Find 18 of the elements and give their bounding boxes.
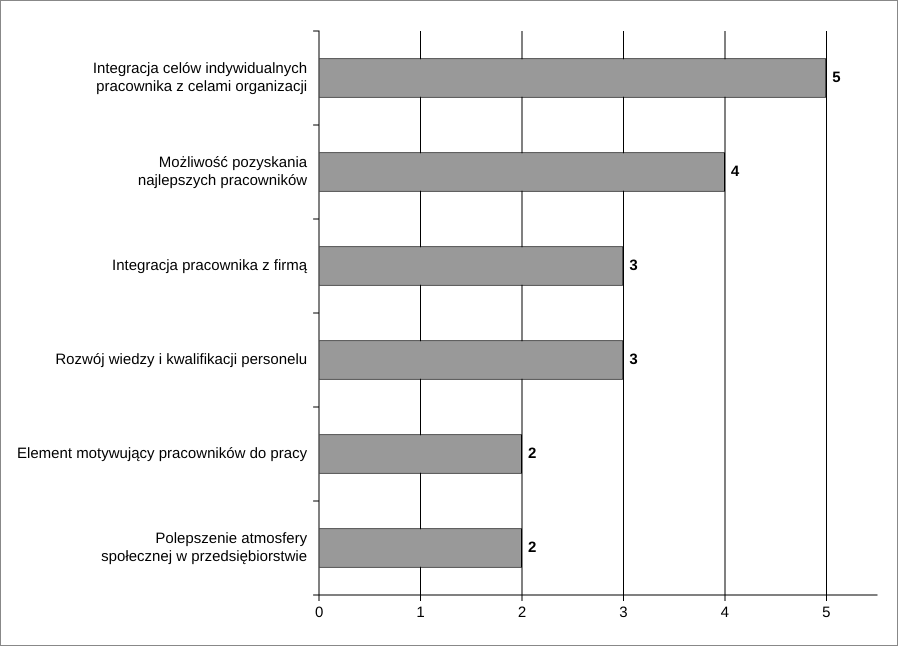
data-label: 4	[730, 163, 740, 180]
x-tick-label: 3	[619, 604, 628, 622]
x-tick-label: 0	[314, 604, 324, 622]
y-tick-label: Integracja pracownika z firmą	[112, 257, 308, 274]
data-label: 3	[629, 351, 638, 368]
y-tick-label: Polepszenie atmosfery społecznej w przedsiębiorstwie	[101, 530, 308, 566]
data-label: 5	[832, 69, 841, 86]
x-tick-label: 4	[720, 604, 730, 622]
data-label: 2	[528, 539, 536, 556]
y-tick-label: Integracja celów indywidualnych pracownika z celami organizacji	[92, 60, 308, 96]
x-tick-label: 1	[416, 604, 425, 622]
x-tick-label: 2	[518, 604, 526, 622]
data-label: 2	[528, 445, 536, 462]
x-tick-label: 5	[822, 604, 830, 622]
y-tick-label: Element motywujący pracowników do pracy	[16, 445, 308, 462]
y-tick-label: Możliwość pozyskania najlepszych pracowników	[138, 154, 308, 190]
data-label: 3	[629, 257, 638, 274]
y-tick-label: Rozwój wiedzy i kwalifikacji personelu	[55, 351, 308, 368]
